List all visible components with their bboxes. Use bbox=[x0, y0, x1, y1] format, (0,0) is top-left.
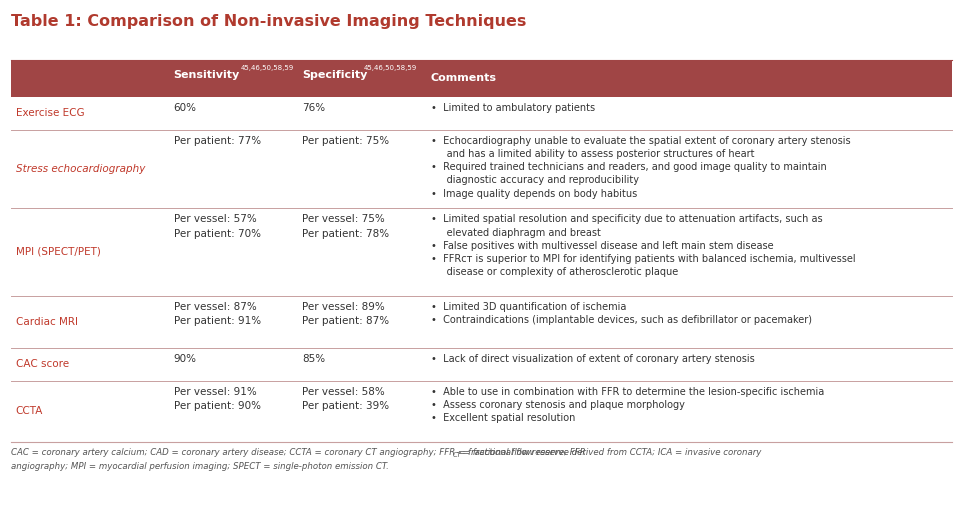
Text: 90%: 90% bbox=[174, 354, 197, 364]
Text: •  Assess coronary stenosis and plaque morphology: • Assess coronary stenosis and plaque mo… bbox=[431, 400, 685, 410]
Text: Per vessel: 58%
Per patient: 39%: Per vessel: 58% Per patient: 39% bbox=[303, 387, 390, 411]
Text: 60%: 60% bbox=[174, 103, 197, 113]
Text: •  Echocardiography unable to evaluate the spatial extent of coronary artery ste: • Echocardiography unable to evaluate th… bbox=[431, 136, 851, 145]
Text: Stress echocardiography: Stress echocardiography bbox=[15, 164, 145, 174]
Text: and has a limited ability to assess posterior structures of heart: and has a limited ability to assess post… bbox=[431, 149, 754, 159]
Text: CAC score: CAC score bbox=[15, 359, 69, 369]
Text: •  Limited to ambulatory patients: • Limited to ambulatory patients bbox=[431, 103, 595, 113]
Text: CAC = coronary artery calcium; CAD = coronary artery disease; CCTA = coronary CT: CAC = coronary artery calcium; CAD = cor… bbox=[11, 448, 585, 457]
Text: •  Limited 3D quantification of ischemia: • Limited 3D quantification of ischemia bbox=[431, 302, 626, 312]
Text: Comments: Comments bbox=[431, 73, 497, 83]
Text: 76%: 76% bbox=[303, 103, 326, 113]
Text: 45,46,50,58,59: 45,46,50,58,59 bbox=[364, 65, 417, 71]
Bar bbox=[11, 60, 952, 97]
Text: •  Required trained technicians and readers, and good image quality to maintain: • Required trained technicians and reade… bbox=[431, 162, 827, 172]
Text: •  Able to use in combination with FFR to determine the lesion-specific ischemia: • Able to use in combination with FFR to… bbox=[431, 387, 824, 397]
Text: Exercise ECG: Exercise ECG bbox=[15, 108, 84, 118]
Text: CT: CT bbox=[454, 452, 462, 458]
Text: •  Excellent spatial resolution: • Excellent spatial resolution bbox=[431, 413, 575, 423]
Text: elevated diaphragm and breast: elevated diaphragm and breast bbox=[431, 227, 601, 238]
Text: MPI (SPECT/PET): MPI (SPECT/PET) bbox=[15, 247, 100, 257]
Text: Table 1: Comparison of Non-invasive Imaging Techniques: Table 1: Comparison of Non-invasive Imag… bbox=[11, 14, 526, 29]
Text: Per patient: 77%: Per patient: 77% bbox=[174, 136, 261, 145]
Text: Sensitivity: Sensitivity bbox=[174, 70, 240, 80]
Text: Per vessel: 57%
Per patient: 70%: Per vessel: 57% Per patient: 70% bbox=[174, 214, 261, 239]
Text: diagnostic accuracy and reproducibility: diagnostic accuracy and reproducibility bbox=[431, 176, 639, 185]
Text: •  Lack of direct visualization of extent of coronary artery stenosis: • Lack of direct visualization of extent… bbox=[431, 354, 754, 364]
Text: •  Limited spatial resolution and specificity due to attenuation artifacts, such: • Limited spatial resolution and specifi… bbox=[431, 214, 822, 224]
Text: •  False positives with multivessel disease and left main stem disease: • False positives with multivessel disea… bbox=[431, 241, 774, 251]
Text: 85%: 85% bbox=[303, 354, 326, 364]
Text: Per vessel: 87%
Per patient: 91%: Per vessel: 87% Per patient: 91% bbox=[174, 302, 261, 326]
Text: Per patient: 75%: Per patient: 75% bbox=[303, 136, 390, 145]
Text: Per vessel: 91%
Per patient: 90%: Per vessel: 91% Per patient: 90% bbox=[174, 387, 261, 411]
Text: 45,46,50,58,59: 45,46,50,58,59 bbox=[241, 65, 294, 71]
Text: •  FFRᴄᴛ is superior to MPI for identifying patients with balanced ischemia, mul: • FFRᴄᴛ is superior to MPI for identifyi… bbox=[431, 254, 856, 264]
Text: Per vessel: 89%
Per patient: 87%: Per vessel: 89% Per patient: 87% bbox=[303, 302, 390, 326]
Text: = fractional flow reserve derived from CCTA; ICA = invasive coronary: = fractional flow reserve derived from C… bbox=[460, 448, 762, 457]
Text: •  Image quality depends on body habitus: • Image quality depends on body habitus bbox=[431, 188, 637, 199]
Text: •  Contraindications (implantable devices, such as defibrillator or pacemaker): • Contraindications (implantable devices… bbox=[431, 315, 812, 325]
Text: Cardiac MRI: Cardiac MRI bbox=[15, 317, 77, 327]
Text: Per vessel: 75%
Per patient: 78%: Per vessel: 75% Per patient: 78% bbox=[303, 214, 390, 239]
Text: angiography; MPI = myocardial perfusion imaging; SPECT = single-photon emission : angiography; MPI = myocardial perfusion … bbox=[11, 462, 389, 471]
Text: CCTA: CCTA bbox=[15, 407, 43, 416]
Text: Specificity: Specificity bbox=[303, 70, 368, 80]
Text: disease or complexity of atherosclerotic plaque: disease or complexity of atherosclerotic… bbox=[431, 267, 678, 277]
